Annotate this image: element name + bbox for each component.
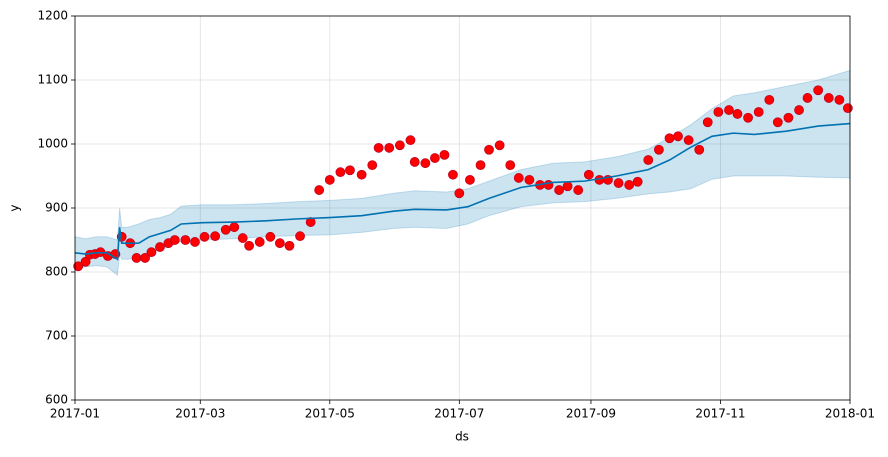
observed-point (643, 155, 654, 165)
observed-point (199, 231, 210, 242)
observed-point (155, 242, 165, 252)
observed-point (265, 231, 276, 242)
x-tick-label: 2017-01 (50, 407, 100, 421)
observed-point (524, 174, 535, 185)
observed-point (475, 160, 486, 171)
observed-point (583, 169, 594, 180)
observed-point (505, 160, 516, 171)
observed-point (764, 94, 775, 105)
observed-point (465, 174, 475, 185)
observed-point (632, 176, 643, 187)
observed-point (80, 256, 91, 267)
y-axis-label: y (8, 204, 22, 211)
observed-point (220, 224, 231, 235)
observed-point (146, 247, 157, 258)
observed-point (772, 117, 783, 128)
observed-point (169, 235, 180, 245)
observed-point (743, 112, 753, 123)
observed-point (131, 253, 142, 263)
observed-point (794, 105, 804, 115)
observed-point (367, 160, 378, 171)
observed-point (439, 149, 450, 160)
observed-point (673, 131, 683, 142)
observed-point (823, 93, 834, 103)
observed-point (314, 185, 325, 195)
observed-point (562, 181, 573, 192)
observed-point (842, 103, 853, 114)
observed-point (429, 153, 440, 163)
x-tick-label: 2017-03 (175, 407, 225, 421)
observed-point (494, 140, 505, 151)
y-tick-label: 1100 (37, 73, 68, 87)
observed-point (448, 169, 458, 180)
observed-point (654, 144, 664, 155)
observed-point (732, 109, 743, 119)
observed-point (724, 105, 734, 115)
plot-frame (74, 15, 851, 401)
observed-point (405, 135, 416, 146)
observed-point (274, 238, 285, 249)
observed-point (753, 107, 764, 117)
observed-point (802, 93, 813, 103)
y-tick-label: 900 (45, 201, 68, 215)
observed-point (229, 222, 240, 233)
observed-point (694, 144, 705, 155)
observed-point (484, 144, 494, 155)
observed-point (573, 185, 584, 195)
observed-point (394, 140, 405, 151)
observed-point (295, 231, 305, 242)
y-tick-label: 1200 (37, 9, 68, 23)
y-tick-label: 800 (45, 265, 68, 279)
y-tick-label: 1000 (37, 137, 68, 151)
observed-point (713, 107, 724, 117)
observed-point (613, 178, 624, 188)
observed-point (335, 167, 346, 178)
observed-point (73, 261, 84, 272)
observed-point (513, 173, 524, 183)
observed-point (624, 180, 635, 190)
observed-point (702, 117, 713, 128)
observed-point (356, 169, 367, 180)
observed-point (813, 85, 824, 96)
observed-point (554, 185, 565, 195)
x-axis-label: ds (455, 430, 469, 444)
observed-point (683, 135, 694, 146)
observed-point (384, 142, 395, 153)
observed-point (345, 165, 355, 176)
observed-point (454, 188, 465, 199)
observed-point (254, 237, 265, 247)
observed-point (783, 112, 794, 123)
observed-point (409, 157, 420, 167)
observed-point (237, 233, 248, 243)
x-tick-label: 2017-07 (434, 407, 484, 421)
observed-point (664, 133, 675, 144)
observed-point (324, 174, 335, 185)
observed-point (244, 240, 255, 251)
y-tick-label: 600 (45, 393, 68, 407)
observed-point (420, 158, 431, 169)
observed-point (834, 94, 845, 105)
x-tick-label: 2018-01 (825, 407, 875, 421)
observed-point (140, 253, 150, 263)
forecast-line (74, 122, 851, 261)
observed-point (210, 231, 221, 242)
observed-point (284, 240, 295, 251)
x-tick-label: 2017-09 (566, 407, 616, 421)
x-tick-label: 2017-05 (305, 407, 355, 421)
y-tick-label: 700 (45, 329, 68, 343)
observed-point (190, 237, 200, 247)
x-tick-label: 2017-11 (695, 407, 745, 421)
observed-point (180, 235, 191, 245)
observed-point (373, 142, 384, 153)
